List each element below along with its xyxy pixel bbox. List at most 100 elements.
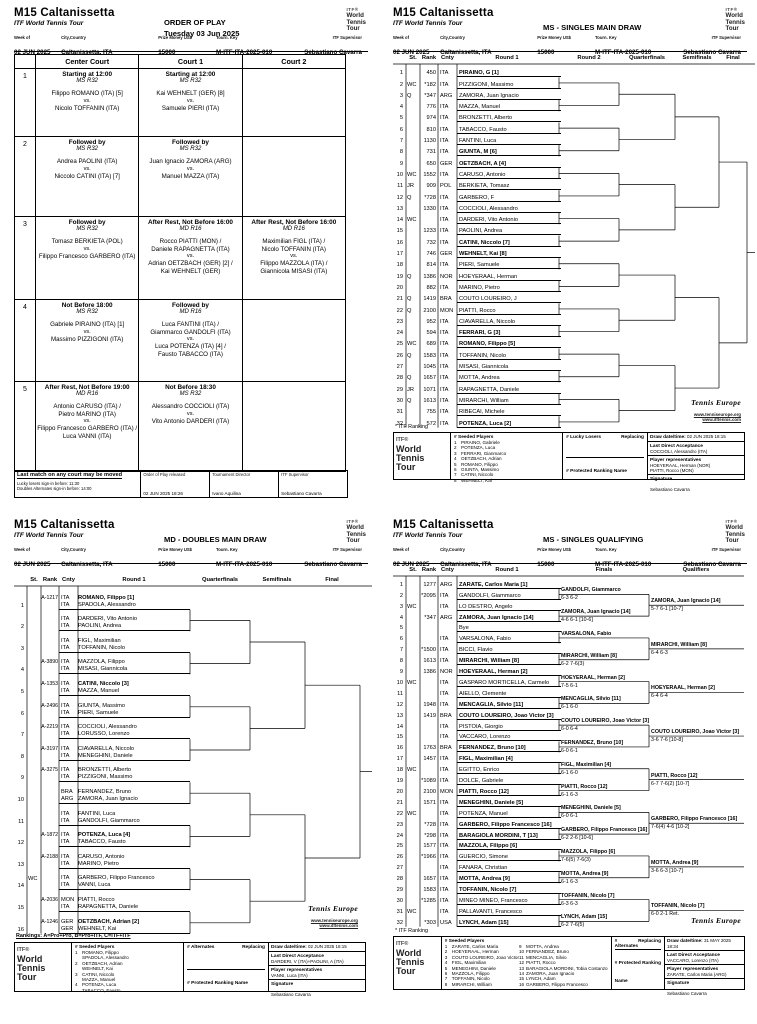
player-name: CARUSO, Antonio (457, 172, 561, 179)
court-header: Court 2 (241, 54, 347, 69)
player-name: GANDOLFI, Giammarco (78, 817, 140, 824)
line-number: 31 (396, 409, 403, 416)
itf-mark: ITF® (17, 947, 30, 953)
player-name: MARINO, Pietro (457, 285, 561, 292)
player-name: ZAMORA, Juan Ignacio (78, 795, 138, 802)
draw-row: 11 ITA FANTINI, Luca ITA GANDOLFI, Giammarco (0, 804, 378, 826)
match-round: MD R16 (282, 226, 305, 232)
column-header: Cnty (441, 55, 454, 61)
player-name: GARBERO, Filippo Francesco (78, 875, 155, 882)
player-country: ITA (440, 647, 449, 654)
empty-cell (241, 381, 347, 472)
order-of-play-table: Center Court Court 1 Court 2 1 Starting a… (14, 54, 347, 472)
match-cell: Starting at 12:00 MS R32 Filippo ROMANO (I… (34, 68, 140, 137)
player-country: ITA (61, 832, 70, 839)
player-country: ITA (440, 318, 449, 325)
column-header: Cnty (441, 567, 454, 573)
team-rank: A-1353 (41, 680, 58, 687)
match-number: 1 (14, 68, 36, 137)
advancing-player: FERNANDEZ, Bruno [10] (561, 739, 624, 746)
team-underline (59, 781, 190, 783)
match-round: MS R32 (76, 146, 98, 152)
column-header: Round 1 (122, 577, 146, 583)
player-country: ITA (440, 70, 449, 77)
player-rank: 1571 (423, 799, 436, 806)
seeded-player: 12 PIATTI, Rocco (519, 960, 556, 966)
info-row: Week of 02 JUN 2025 City,Country Caltaniss… (14, 35, 368, 56)
line-number: 29 (396, 887, 403, 894)
tennis-europe-url[interactable]: www.tenniseurope.org (310, 918, 358, 923)
player-name: RAPAGNETTA, Daniele (78, 903, 139, 910)
player-side-a: Gabriele PIRAINO (ITA) [1] (50, 321, 125, 328)
player-country: ITA (440, 375, 449, 382)
team-underline (59, 932, 190, 934)
column-header: St. (409, 567, 417, 573)
column-header: Rank (42, 577, 58, 583)
oop-row: 2 Followed by MS R32 Andrea PAOLINI (ITA) vs… (14, 136, 347, 217)
player-rank: 1657 (423, 876, 436, 883)
draw-datetime: 31 MAY 2025 18:34 (667, 938, 731, 949)
itf-url[interactable]: www.itftennis.com (319, 923, 358, 929)
player-side-b: Massimo PIZZIGONI (ITA) (50, 335, 124, 343)
seeded-player: 13 BARAGIOLA MORDINI, Tobia Costanzo (519, 965, 608, 971)
line-number: 16 (17, 926, 24, 933)
player-name: TOFFANIN, Nicolo (78, 644, 125, 651)
player-country: NOR (440, 273, 453, 280)
player-name: FERNANDEZ, Bruno (78, 788, 132, 795)
line-number: 7 (20, 732, 24, 739)
seeded-player: 1 ROMANO, Filippo SPADOLA, Alessandro (75, 950, 129, 961)
player-name: VANNI, Luca (78, 882, 111, 889)
line-number: 10 (396, 171, 403, 178)
team-underline (59, 738, 190, 740)
column-header: Rank (421, 567, 437, 573)
player-country: ITA (440, 854, 449, 861)
player-country: ITA (440, 397, 449, 404)
player-rank: 2100 (423, 788, 436, 795)
entry-status: WC (407, 171, 417, 178)
tennis-europe-url[interactable]: www.tenniseurope.org (693, 412, 741, 417)
player-side-a: Filippo ROMANO (ITA) [5] (51, 90, 123, 97)
player-country: ITA (440, 205, 449, 212)
line-number: 15 (396, 228, 403, 235)
player-name: POTENZA, Luca [2] (457, 421, 561, 428)
column-header: Final (726, 55, 740, 61)
player-country: ITA (61, 860, 70, 867)
player-name: TOFFANIN, Nicolo [7] (457, 887, 561, 895)
player-country: ITA (440, 341, 449, 348)
line-number: 3 (399, 92, 403, 99)
match-score: 6-0 6-4 (561, 726, 578, 733)
line-number: 13 (17, 861, 24, 868)
seeded-player: 9 MOTTA, Andrea (519, 944, 559, 949)
player-country: ITA (61, 767, 70, 774)
match-round: MS R32 (179, 146, 202, 152)
team-underline (59, 716, 190, 718)
match-round: MS R32 (76, 226, 98, 232)
draw-row: 6 ITA VARSALONA, Fabio (379, 633, 757, 644)
draw-row: 8 1613 ITA MIRARCHI, William [8] (379, 654, 757, 666)
player-name: PALLAVANTI, Francesco (457, 909, 561, 916)
player-name: GARBERO, Filippo Francesco [16] (457, 822, 561, 829)
match-score: 5-7 6-1 [10-7] (651, 606, 683, 613)
player-side-b: Luca POTENZA (ITA) [4] / Fausto TABACCO (… (154, 343, 227, 358)
player-country: ITA (440, 104, 449, 111)
draw-row: 5 A-1353 ITA CATINI, Niccolo [3] ITA MAZZA, M… (0, 674, 378, 696)
line-number: 17 (396, 251, 403, 258)
player-rank: 1613 (423, 397, 436, 404)
seeded-player: 4 OETZBACH, Adrian (454, 456, 502, 462)
match-cell: Followed by MS R32 Juan Ignacio ZAMORA (AR… (138, 136, 243, 217)
player-name: CATINI, Niccolo [7] (457, 240, 561, 247)
line-number: 17 (396, 756, 403, 763)
draw-row: 28 Q 1657 ITA MOTTA, Andrea (379, 371, 757, 383)
match-cell: Followed by MD R16 Luca FANTINI (ITA) / Gia… (138, 299, 243, 382)
seeded-player: 1 ZARATE, Carlos Maria (444, 944, 499, 949)
draw-row: 9 1386 NOR HOEYERAAL, Herman [2] (379, 665, 757, 677)
column-header: Round 1 (495, 55, 519, 61)
line-number: 25 (396, 341, 403, 348)
entry-status: WC (407, 908, 417, 915)
itf-url[interactable]: www.itftennis.com (702, 417, 741, 423)
match-time: Followed by (68, 219, 106, 226)
player-rank: 731 (426, 149, 437, 156)
player-country: ITA (440, 908, 449, 915)
draw-row: 1 450 ITA PIRAINO, G [1] (379, 66, 757, 78)
player-name: ROMANO, Filippo [1] (78, 594, 135, 601)
